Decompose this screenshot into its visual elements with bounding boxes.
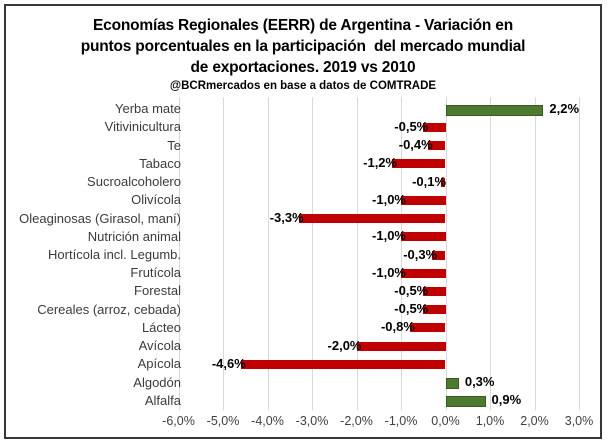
data-bar [445, 104, 544, 116]
x-tick-label: 2,0% [520, 414, 549, 428]
category-label: Te [167, 137, 181, 153]
x-tick-label: 0,0% [431, 414, 460, 428]
chart-title-line-3: de exportaciones. 2019 vs 2010 [190, 59, 416, 76]
category-label: Vitivinicultura [104, 119, 181, 135]
gridline [356, 97, 358, 410]
bar-value-label: -1,0% [372, 191, 406, 207]
data-bar [423, 305, 446, 315]
gridline [223, 97, 224, 410]
x-tick-label: 1,0% [475, 414, 505, 428]
x-tick-label: -1,0% [384, 414, 418, 428]
data-bar [432, 250, 446, 260]
category-label: Oleaginosas (Girasol, maní) [19, 210, 181, 226]
data-bar [427, 141, 446, 151]
data-bar [445, 396, 486, 408]
gridline [267, 97, 269, 410]
bar-value-label: 0,3% [464, 374, 495, 390]
gridline [445, 97, 447, 410]
bar-value-label: -1,0% [372, 264, 406, 280]
bar-value-label: -0,4% [398, 137, 433, 153]
bar-value-label: -4,6% [211, 355, 246, 371]
x-tick-label: -4,0% [251, 414, 284, 428]
gridline [490, 97, 491, 410]
x-tick-label: 3,0% [564, 414, 594, 428]
category-label: Cereales (arroz, cebada) [37, 301, 181, 317]
category-label: Forestal [134, 283, 181, 299]
data-bar [240, 359, 446, 369]
category-label: Hortícola incl. Legumb. [48, 247, 181, 262]
bar-value-label: 0,9% [491, 392, 522, 408]
category-label: Apícola [137, 356, 181, 372]
chart-title-line-2: puntos porcentuales en la participación … [80, 38, 526, 55]
bar-value-label: -1,2% [363, 155, 398, 171]
chart-title-line-1: Economías Regionales (EERR) de Argentina… [93, 17, 513, 34]
chart-frame: Economías Regionales (EERR) de Argentina… [4, 4, 602, 439]
data-bar [423, 122, 446, 132]
category-label: Avícola [138, 338, 181, 354]
gridline [312, 97, 313, 410]
data-bar [401, 268, 446, 278]
bar-value-label: -2,0% [327, 337, 362, 353]
chart-source-credit: @BCRmercados en base a datos de COMTRADE [169, 80, 437, 92]
plot-area: -6,0% -5,0% -4,0% -3,0% -2,0% -1,0% 0,0% 1,0% 2,… [6, 6, 600, 437]
gridline [401, 97, 402, 410]
bar-value-label: -0,1% [412, 173, 447, 189]
category-label: Algodón [133, 374, 181, 390]
data-bar [298, 214, 446, 224]
bar-value-label: -1,0% [372, 228, 406, 244]
gridline [534, 97, 536, 410]
x-tick-label: -6,0% [162, 414, 195, 428]
category-label: Frutícola [130, 265, 181, 281]
chart-title-block: Economías Regionales (EERR) de Argentina… [6, 15, 600, 93]
bar-value-label: -0,5% [394, 118, 429, 134]
data-bar [401, 232, 446, 242]
category-label: Lácteo [141, 319, 181, 335]
x-tick-label: -3,0% [295, 414, 329, 428]
data-bar [441, 177, 446, 187]
category-label: Tabaco [139, 155, 181, 171]
category-label: Sucroalcoholero [87, 174, 181, 190]
x-tick-label: -2,0% [340, 414, 373, 428]
bar-value-label: -0,8% [380, 319, 415, 335]
bar-value-label: 2,2% [549, 100, 580, 116]
data-bar [423, 286, 446, 296]
category-label: Yerba mate [114, 101, 181, 117]
category-label: Alfalfa [144, 392, 181, 408]
data-bar [401, 195, 446, 205]
x-tick-label: -5,0% [206, 414, 240, 428]
data-bar [356, 341, 446, 351]
data-bar [445, 378, 459, 390]
bar-value-label: -0,3% [403, 246, 438, 262]
data-bar [409, 323, 446, 333]
gridline [579, 97, 580, 410]
data-bar [392, 159, 446, 169]
bar-value-label: -0,5% [394, 301, 429, 317]
bar-value-label: -0,5% [394, 282, 429, 298]
bar-value-label: -3,3% [269, 210, 304, 226]
category-label: Olivícola [131, 192, 181, 208]
gridline [178, 97, 180, 410]
category-label: Nutrición animal [87, 228, 181, 244]
